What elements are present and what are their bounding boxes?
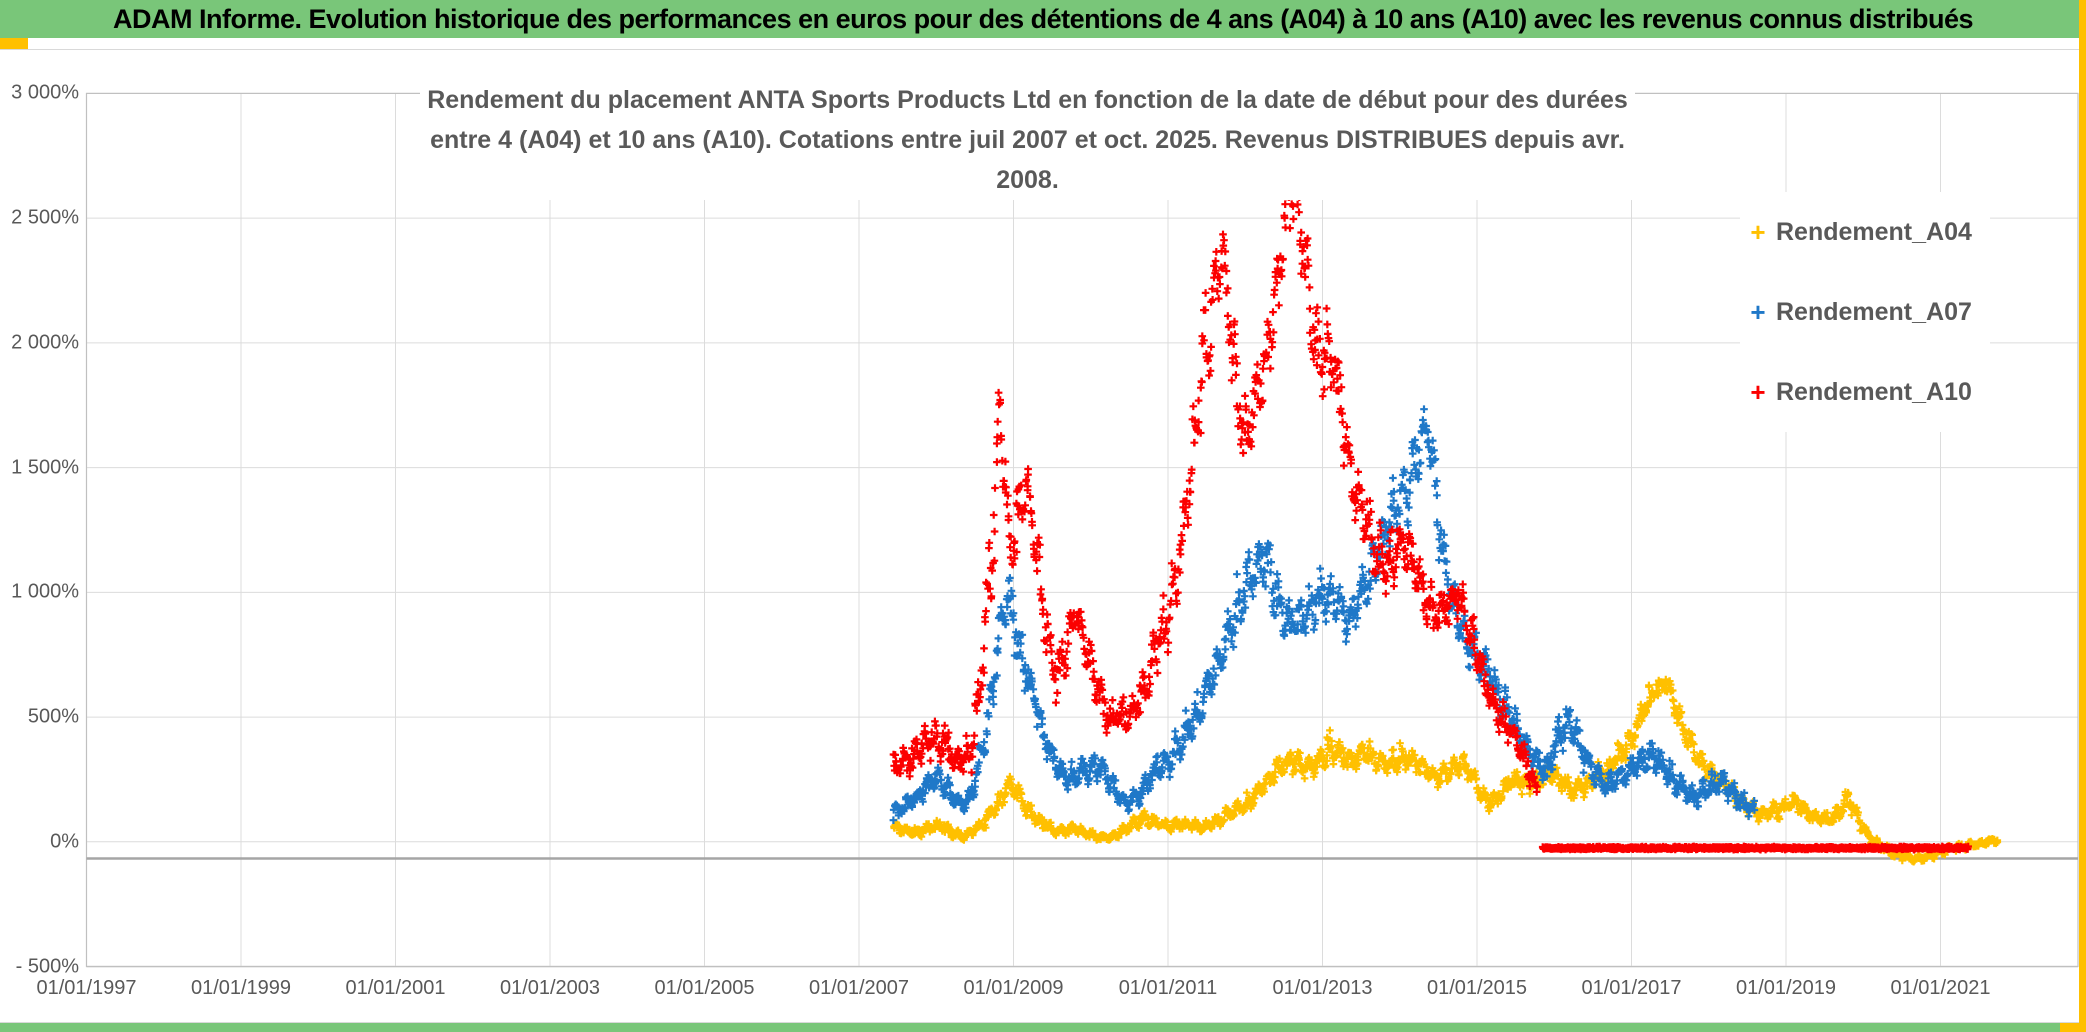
y-tick-0: 0% (50, 830, 79, 853)
x-tick-2017: 01/01/2017 (1581, 977, 1682, 999)
x-tick-2007: 01/01/2007 (808, 977, 910, 999)
green-accent-bottom (0, 1023, 2086, 1032)
gold-accent-corner (2060, 1023, 2086, 1032)
chart-title-line2: entre 4 (A04) et 10 ans (A10). Cotations… (430, 126, 1625, 194)
y-tick--500: - 500% (15, 955, 79, 978)
chart-title[interactable]: Rendement du placement ANTA Sports Produ… (420, 80, 1635, 200)
y-tick-2000: 2 000% (11, 331, 79, 354)
x-tick-2009: 01/01/2009 (963, 977, 1064, 999)
x-tick-2019: 01/01/2019 (1735, 977, 1837, 999)
gold-accent-right (2079, 0, 2086, 1032)
plus-marker-icon: + (1750, 376, 1766, 407)
x-tick-1999: 01/01/1999 (190, 977, 292, 999)
x-tick-2013: 01/01/2013 (1272, 977, 1373, 999)
chart-legend[interactable]: + Rendement_A04 + Rendement_A07 + Rendem… (1740, 192, 1990, 432)
legend-item-a10[interactable]: + Rendement_A10 (1740, 352, 1990, 432)
y-tick-1000: 1 000% (11, 580, 79, 603)
legend-label: Rendement_A04 (1776, 217, 1972, 246)
x-tick-2003: 01/01/2003 (499, 977, 601, 999)
y-tick-1500: 1 500% (11, 456, 79, 479)
report-banner-title: ADAM Informe. Evolution historique des p… (112, 3, 1974, 34)
y-tick-3000: 3 000% (11, 81, 79, 104)
report-banner: ADAM Informe. Evolution historique des p… (0, 0, 2086, 38)
legend-label: Rendement_A07 (1776, 297, 1972, 326)
chart-frame (0, 49, 2084, 1023)
plus-marker-icon: + (1750, 296, 1766, 327)
x-tick-2011: 01/01/2011 (1118, 977, 1218, 999)
y-tick-2500: 2 500% (11, 206, 79, 229)
x-tick-2015: 01/01/2015 (1426, 977, 1528, 999)
chart-title-line1: Rendement du placement ANTA Sports Produ… (427, 86, 1628, 114)
legend-item-a07[interactable]: + Rendement_A07 (1740, 272, 1990, 352)
legend-label: Rendement_A10 (1776, 377, 1972, 406)
gold-accent-left (0, 38, 28, 49)
y-tick-500: 500% (27, 705, 79, 728)
x-tick-1997: 01/01/1997 (36, 977, 137, 999)
x-tick-2021: 01/01/2021 (1890, 977, 1991, 999)
x-tick-2001: 01/01/2001 (345, 977, 446, 999)
legend-item-a04[interactable]: + Rendement_A04 (1740, 192, 1990, 272)
x-tick-2005: 01/01/2005 (654, 977, 755, 999)
plus-marker-icon: + (1750, 216, 1766, 247)
